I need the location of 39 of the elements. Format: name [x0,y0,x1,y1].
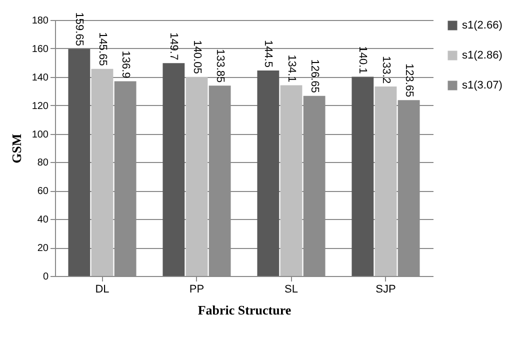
y-tick-label: 60 [37,186,49,198]
bar [162,63,185,276]
y-tick-label: 80 [37,158,49,169]
y-axis-title: GSM [8,134,24,164]
data-label: 140.05 [190,40,203,74]
x-tick-label: PP [189,284,204,296]
y-tick-label: 180 [32,16,49,26]
legend-label: s1(2.66) [462,20,502,32]
bar [257,70,280,276]
data-label: 159.65 [73,12,86,46]
bar [374,86,397,276]
data-label: 144.5 [262,40,274,68]
y-tick-label: 160 [32,44,49,55]
x-tick-label: SL [284,284,298,296]
data-label: 145.65 [96,32,108,66]
x-tick-label: SJP [376,284,396,296]
y-tick-label: 0 [42,272,49,282]
data-label: 134.1 [285,54,298,82]
y-tick-label: 20 [37,243,49,254]
legend-label: s1(2.86) [462,50,502,62]
data-label: 126.65 [308,59,320,93]
data-label: 133.85 [214,48,226,83]
bar [68,48,90,276]
bar [280,85,302,276]
bar [91,68,114,276]
bar [186,76,208,276]
data-label: 123.65 [402,63,415,98]
x-tick-label: DL [95,284,110,296]
data-label: 136.9 [119,50,132,78]
legend-label: s1(3.07) [462,80,502,92]
x-axis-title: Fabric Structure [198,302,292,318]
data-label: 140.1 [356,46,369,74]
bar [352,76,374,276]
y-tick-label: 140 [32,72,49,84]
y-tick-label: 120 [32,100,49,112]
data-label: 133.2 [380,56,392,84]
y-tick-label: 100 [32,129,49,140]
data-label: 149.7 [168,32,180,60]
y-tick-label: 40 [37,214,49,226]
